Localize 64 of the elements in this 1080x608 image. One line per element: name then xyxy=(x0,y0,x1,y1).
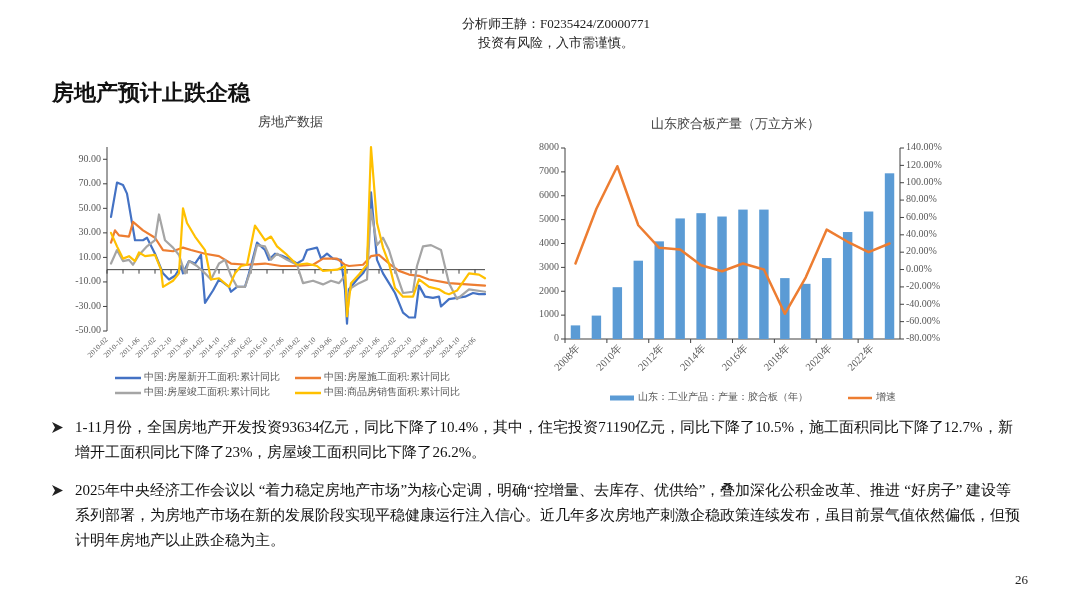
text: 投资有风险，入市需谨慎。 xyxy=(477,34,634,50)
y2-tick-label: 0.00% xyxy=(906,262,932,274)
text: 房地产预计止跌企稳 xyxy=(51,80,251,106)
legend-label: 中国:房屋竣工面积:累计同比 xyxy=(144,386,270,398)
bar xyxy=(738,209,748,339)
text: 2025年中央经济工作会议以 “着力稳定房地产市场”为核心定调，明确“控增量、去库存、优供给”，叠加深化公积金改革、推进 “好房子” 建设等系列部署，为房地产市场在新的发展阶段实现平稳健康运行注入信心。近几年多次房地产刺激企稳政策连续发布，虽目前景气值依然偏低，但预计明年房地产以止跌企稳为主。 xyxy=(75,481,1021,550)
legend-label: 山东：工业产品：产量：胶合板（年） xyxy=(638,391,808,403)
bar xyxy=(570,325,581,339)
y2-tick-label: 20.00% xyxy=(906,245,937,257)
y-tick-label: 3000 xyxy=(539,260,559,272)
y-tick-label: -30.00 xyxy=(75,299,101,311)
bar xyxy=(884,173,895,339)
y-tick-label: 7000 xyxy=(539,165,559,177)
y-tick-label: 4000 xyxy=(539,236,559,248)
y2-tick-label: -40.00% xyxy=(906,297,941,309)
bar xyxy=(654,241,664,339)
y2-tick-label: 120.00% xyxy=(906,158,942,170)
legend-label: 增速 xyxy=(875,391,896,403)
y2-tick-label: -80.00% xyxy=(906,332,941,344)
text: 26 xyxy=(1015,571,1029,587)
line-series xyxy=(109,181,487,325)
bar xyxy=(633,260,643,339)
y2-tick-label: 80.00% xyxy=(906,193,937,205)
bar xyxy=(612,287,623,339)
y-tick-label: 30.00 xyxy=(78,226,101,238)
bar xyxy=(591,315,602,339)
y2-tick-label: 40.00% xyxy=(906,228,937,240)
y-tick-label: 5000 xyxy=(539,212,559,224)
legend-label: 中国:房屋新开工面积:累计同比 xyxy=(144,371,280,383)
y-tick-label: 70.00 xyxy=(78,177,101,189)
y2-tick-label: -20.00% xyxy=(906,280,941,292)
bar xyxy=(863,211,874,339)
y-tick-label: 0 xyxy=(554,332,559,344)
y-tick-label: 6000 xyxy=(539,189,559,201)
bar xyxy=(801,283,811,339)
line-series xyxy=(574,164,891,316)
bar xyxy=(780,278,790,339)
bar xyxy=(696,213,706,339)
y-tick-label: 8000 xyxy=(539,141,559,153)
y-tick-label: -50.00 xyxy=(75,324,101,336)
y2-tick-label: 60.00% xyxy=(906,210,937,222)
bar xyxy=(842,232,853,339)
legend-label: 中国:房屋施工面积:累计同比 xyxy=(324,371,450,383)
text: 分析师王静：F0235424/Z0000771 xyxy=(462,15,650,31)
y2-tick-label: 140.00% xyxy=(906,141,942,153)
bar xyxy=(675,218,685,339)
y-tick-label: 2000 xyxy=(539,284,559,296)
text: 1-11月份，全国房地产开发投资93634亿元，同比下降了10.4%，其中，住宅投资71190亿元，同比下降了10.5%，施工面积同比下降了12.7%，新增开工面积同比下降了23%，房屋竣工面积同比下降了26.2%。 xyxy=(75,418,1014,462)
line-series xyxy=(109,145,487,318)
bar xyxy=(822,258,832,339)
y-tick-label: 90.00 xyxy=(78,152,101,164)
line-series xyxy=(109,220,487,287)
legend-label: 中国:商品房销售面积:累计同比 xyxy=(324,386,460,398)
y-tick-label: 50.00 xyxy=(78,201,101,213)
y2-tick-label: 100.00% xyxy=(906,176,942,188)
bar xyxy=(717,216,727,339)
y-tick-label: 10.00 xyxy=(78,250,101,262)
chart-title: 房地产数据 xyxy=(257,113,323,129)
y2-tick-label: -60.00% xyxy=(906,314,941,326)
bar xyxy=(759,209,769,339)
line-series xyxy=(109,208,487,301)
chart-title: 山东胶合板产量（万立方米） xyxy=(650,115,820,131)
y-tick-label: 1000 xyxy=(539,308,559,320)
y-tick-label: -10.00 xyxy=(75,275,101,287)
